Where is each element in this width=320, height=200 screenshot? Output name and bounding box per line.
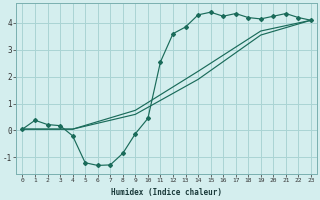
X-axis label: Humidex (Indice chaleur): Humidex (Indice chaleur) — [111, 188, 222, 197]
